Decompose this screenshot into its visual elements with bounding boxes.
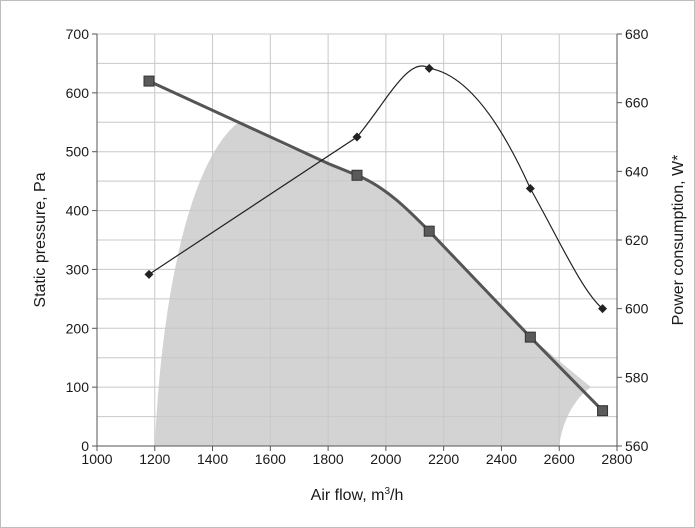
x-tick-label: 2800 bbox=[601, 451, 632, 467]
x-axis-title-unit: /h bbox=[390, 487, 403, 504]
power-point bbox=[424, 63, 434, 73]
x-tick-label: 2200 bbox=[428, 451, 459, 467]
y-tick-label: 400 bbox=[66, 203, 90, 219]
y2-tick-label: 600 bbox=[625, 301, 649, 317]
tick-labels-layer: 1000 1200 1400 1600 1800 2000 2200 2400 2600 2800… bbox=[66, 26, 649, 467]
x-tick-label: 1000 bbox=[81, 451, 112, 467]
pressure-point bbox=[597, 405, 609, 417]
x-axis-title-superscript: 3 bbox=[384, 486, 390, 497]
power-point bbox=[144, 269, 154, 279]
y-tick-label: 600 bbox=[66, 85, 90, 101]
y2-tick-label: 660 bbox=[625, 95, 649, 111]
pressure-point bbox=[524, 331, 536, 343]
pressure-point bbox=[423, 225, 435, 237]
y-tick-label: 200 bbox=[66, 320, 90, 336]
power-point bbox=[525, 184, 535, 193]
operating-region-layer bbox=[154, 122, 591, 447]
x-tick-label: 2000 bbox=[370, 451, 401, 467]
pressure-point bbox=[351, 169, 363, 181]
x-tick-label: 2600 bbox=[544, 451, 575, 467]
power-point bbox=[352, 132, 362, 142]
x-tick-label: 1800 bbox=[313, 451, 344, 467]
y-tick-label: 100 bbox=[66, 379, 90, 395]
y-tick-label: 0 bbox=[81, 438, 89, 454]
y-tick-label: 300 bbox=[66, 261, 90, 277]
x-tick-label: 1400 bbox=[197, 451, 228, 467]
x-axis-title: Air flow, m3/h bbox=[311, 486, 404, 504]
y2-tick-label: 580 bbox=[625, 369, 649, 385]
y-tick-label: 700 bbox=[66, 26, 90, 42]
power-point bbox=[598, 304, 608, 314]
y2-tick-label: 620 bbox=[625, 232, 649, 248]
y2-tick-label: 680 bbox=[625, 26, 649, 42]
y2-tick-label: 560 bbox=[625, 438, 649, 454]
y2-axis-title: Power consumption, W* bbox=[670, 155, 687, 326]
y-tick-label: 500 bbox=[66, 144, 90, 160]
series-layer bbox=[143, 63, 609, 417]
y2-tick-label: 640 bbox=[625, 163, 649, 179]
y-axis-title: Static pressure, Pa bbox=[32, 172, 49, 307]
x-tick-label: 1200 bbox=[139, 451, 170, 467]
axes-layer bbox=[92, 33, 622, 451]
x-tick-label: 1600 bbox=[255, 451, 286, 467]
power-curve bbox=[148, 65, 603, 310]
x-axis-title-main: Air flow, m bbox=[311, 487, 385, 504]
x-tick-label: 2400 bbox=[486, 451, 517, 467]
operating-region bbox=[154, 122, 591, 447]
pressure-point bbox=[143, 75, 155, 87]
